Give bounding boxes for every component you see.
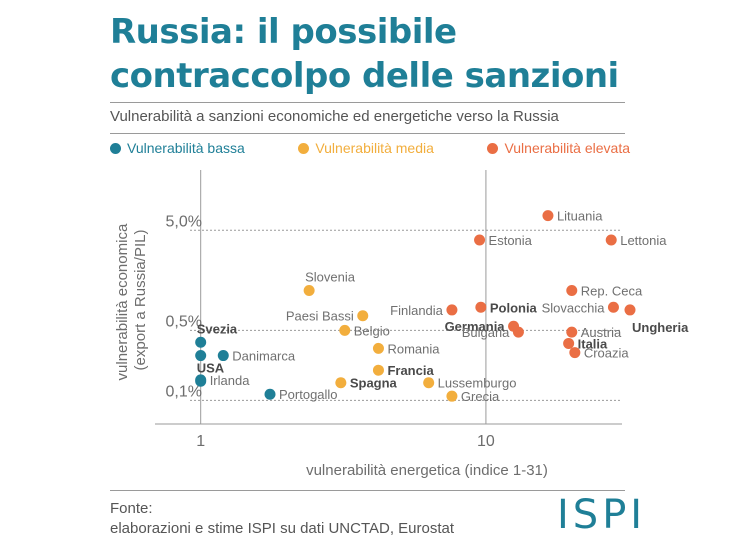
point-svezia [195, 336, 207, 348]
chart-axes: 0,1% 0,5% 5,0% 1 10 [155, 213, 622, 450]
point-slovenia [303, 285, 315, 297]
point-portogallo [264, 388, 276, 400]
point-lituania [542, 210, 554, 222]
y-tick-label-2: 5,0% [166, 213, 202, 230]
point-label-slovacchia: Slovacchia [542, 300, 606, 315]
subtitle-divider [110, 133, 625, 134]
point-italia [563, 337, 575, 349]
chart-points [195, 210, 636, 402]
point-label-svezia: Svezia [197, 321, 238, 336]
x-tick-label-0: 1 [196, 433, 205, 450]
point-label-austria: Austria [581, 325, 622, 340]
legend-label-medium: Vulnerabilità media [315, 140, 434, 156]
point-grecia [446, 390, 458, 402]
point-polonia [475, 301, 487, 313]
point-label-belgio: Belgio [354, 323, 390, 338]
point-label-estonia: Estonia [489, 233, 533, 248]
point-austria [566, 326, 578, 338]
point-label-portogallo: Portogallo [279, 387, 338, 402]
point-label-lituania: Lituania [557, 209, 603, 224]
y-axis-label-line-1: vulnerabilità economica [114, 223, 131, 380]
point-series0-point1 [195, 350, 207, 362]
point-label-finlandia: Finlandia [390, 303, 444, 318]
subtitle: Vulnerabilità a sanzioni economiche ed e… [110, 108, 559, 125]
point-estonia [474, 234, 486, 246]
legend-dot-medium [298, 142, 310, 154]
ispi-logo: ISPI [557, 492, 647, 538]
point-finlandia [446, 304, 458, 316]
point-lettonia [605, 234, 617, 246]
y-tick-label-0: 0,1% [166, 383, 202, 400]
point-label-croazia: Croazia [584, 346, 630, 361]
point-label-romania: Romania [387, 341, 440, 356]
point-paesi-bassi [357, 310, 369, 322]
point-slovacchia [607, 301, 619, 313]
point-spagna [335, 377, 347, 389]
page-title: Russia: il possibile contraccolpo delle … [110, 10, 650, 98]
point-croazia [569, 347, 581, 359]
point-label-lussemburgo: Lussemburgo [438, 376, 517, 391]
legend-item-high: Vulnerabilità elevata [487, 140, 630, 156]
point-label-paesi-bassi: Paesi Bassi [286, 309, 354, 324]
y-axis-label: vulnerabilità economica (export a Russia… [114, 220, 149, 381]
point-belgio [339, 324, 351, 336]
x-axis-label: vulnerabilità energetica (indice 1-31) [306, 462, 548, 479]
point-label-grecia: Grecia [461, 389, 500, 404]
point-label-rep-ceca: Rep. Ceca [581, 284, 643, 299]
top-divider [110, 102, 625, 103]
point-label-ungheria: Ungheria [632, 320, 689, 335]
source-label: Fonte: [110, 500, 153, 517]
point-label-polonia: Polonia [490, 300, 538, 315]
y-axis-label-line-2: (export a Russia/PIL) [132, 230, 149, 371]
point-label-italia: Italia [578, 336, 608, 351]
point-label-spagna: Spagna [350, 376, 398, 391]
legend-dot-high [487, 142, 499, 154]
point-label-irlanda: Irlanda [210, 373, 251, 388]
source-text: elaborazioni e stime ISPI su dati UNCTAD… [110, 520, 455, 537]
point-bulgaria [512, 326, 524, 338]
point-label-francia: Francia [387, 363, 434, 378]
point-label-bulgaria: Bulgaria [462, 325, 510, 340]
point-irlanda [195, 374, 207, 386]
point-label-danimarca: Danimarca [232, 349, 296, 364]
legend-item-low: Vulnerabilità bassa [110, 140, 245, 156]
point-danimarca [217, 350, 229, 362]
point-lussemburgo [423, 377, 435, 389]
x-tick-label-1: 10 [477, 433, 495, 450]
point-romania [372, 342, 384, 354]
point-label-germania: Germania [445, 319, 506, 334]
chart-grid [190, 170, 622, 424]
legend: Vulnerabilità bassa Vulnerabilità media … [110, 140, 630, 156]
legend-dot-low [110, 142, 121, 154]
point-ungheria [624, 304, 636, 316]
legend-label-low: Vulnerabilità bassa [127, 140, 245, 156]
point-label-usa: USA [197, 360, 225, 375]
point-label-slovenia: Slovenia [305, 270, 356, 285]
point-rep-ceca [566, 285, 578, 297]
footer-divider [110, 490, 625, 491]
y-tick-label-1: 0,5% [166, 313, 202, 330]
title-line-2: contraccolpo delle sanzioni [110, 56, 619, 96]
legend-label-high: Vulnerabilità elevata [504, 140, 630, 156]
scatter-chart: 0,1% 0,5% 5,0% 1 10 Svezia Danimarca USAIrland… [114, 170, 689, 479]
title-line-1: Russia: il possibile [110, 12, 457, 52]
point-francia [372, 364, 384, 376]
point-label-lettonia: Lettonia [620, 233, 667, 248]
legend-item-medium: Vulnerabilità media [298, 140, 434, 156]
